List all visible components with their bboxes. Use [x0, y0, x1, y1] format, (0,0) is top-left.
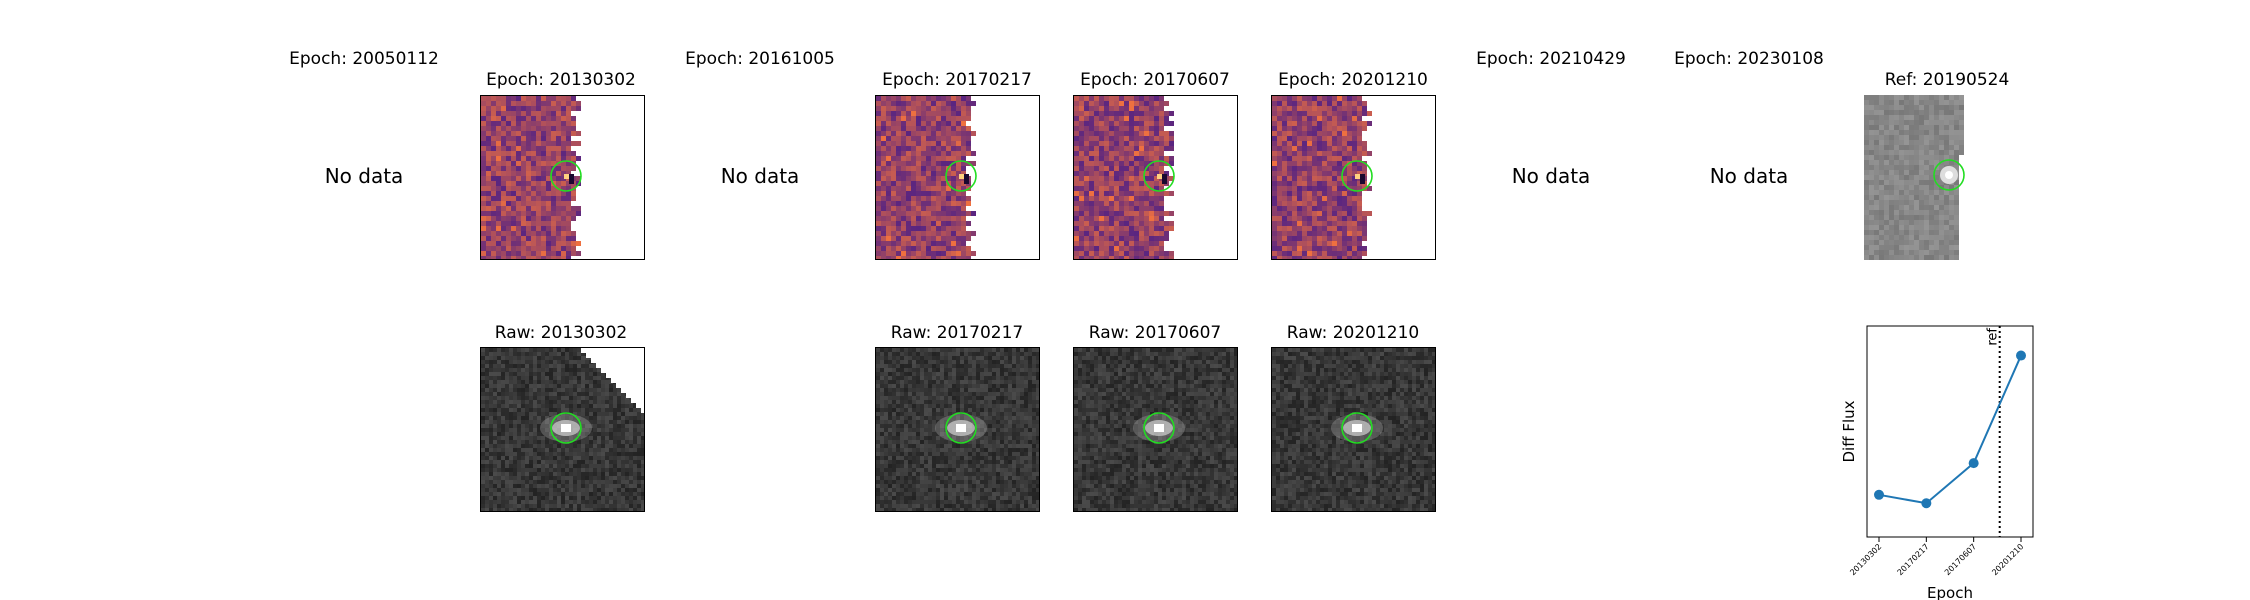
data-point	[2016, 350, 2026, 361]
y-axis-title: Diff Flux	[1840, 400, 1858, 462]
raw-image-20170217	[875, 347, 1040, 512]
x-tick-label: 20170217	[1896, 542, 1931, 577]
diff-image-20170607	[1073, 95, 1238, 260]
data-point	[1968, 458, 1979, 469]
epoch-label-20130302: Epoch: 20130302	[486, 70, 636, 90]
epoch-label-20210429: Epoch: 20210429	[1476, 49, 1626, 69]
no-data-20230108: No data	[1709, 164, 1789, 188]
raw-label-20170217: Raw: 20170217	[890, 323, 1024, 343]
reference-image	[1864, 95, 2029, 260]
x-axis-title: Epoch	[1927, 584, 1973, 600]
raw-image-pixels	[1272, 348, 1435, 511]
diff-image-pixels	[481, 96, 644, 259]
epoch-label-20050112: Epoch: 20050112	[289, 49, 439, 69]
no-data-20210429: No data	[1511, 164, 1591, 188]
epoch-label-20161005: Epoch: 20161005	[685, 49, 835, 69]
reference-image-pixels	[1864, 95, 1965, 260]
diff-image-pixels	[1272, 96, 1435, 259]
raw-image-20130302	[480, 347, 645, 512]
data-point	[1874, 489, 1884, 500]
data-point	[1921, 498, 1932, 509]
reference-label: Ref: 20190524	[1884, 70, 2010, 90]
x-tick-label: 20201210	[1990, 542, 2025, 577]
chart-frame	[1866, 325, 2034, 538]
raw-label-20130302: Raw: 20130302	[494, 323, 628, 343]
diff-image-20130302	[480, 95, 645, 260]
no-data-20050112: No data	[324, 164, 404, 188]
raw-image-20170607	[1073, 347, 1238, 512]
epoch-label-20170217: Epoch: 20170217	[882, 70, 1032, 90]
diff-image-pixels	[876, 96, 1039, 259]
series-line	[1878, 355, 2022, 505]
diff-image-20201210	[1271, 95, 1436, 260]
diff-image-20170217	[875, 95, 1040, 260]
raw-image-pixels	[481, 348, 644, 511]
raw-image-pixels	[876, 348, 1039, 511]
epoch-label-20230108: Epoch: 20230108	[1674, 49, 1824, 69]
no-data-20161005: No data	[720, 164, 800, 188]
reference-line-label: ref	[1986, 328, 2001, 346]
diff-image-pixels	[1074, 96, 1237, 259]
epoch-label-20170607: Epoch: 20170607	[1080, 70, 1230, 90]
x-tick-label: 20170607	[1943, 542, 1978, 577]
raw-image-20201210	[1271, 347, 1436, 512]
raw-label-20201210: Raw: 20201210	[1286, 323, 1420, 343]
raw-image-pixels	[1074, 348, 1237, 511]
epoch-label-20201210: Epoch: 20201210	[1278, 70, 1428, 90]
x-tick-label: 20130302	[1848, 542, 1883, 577]
raw-label-20170607: Raw: 20170607	[1088, 323, 1222, 343]
